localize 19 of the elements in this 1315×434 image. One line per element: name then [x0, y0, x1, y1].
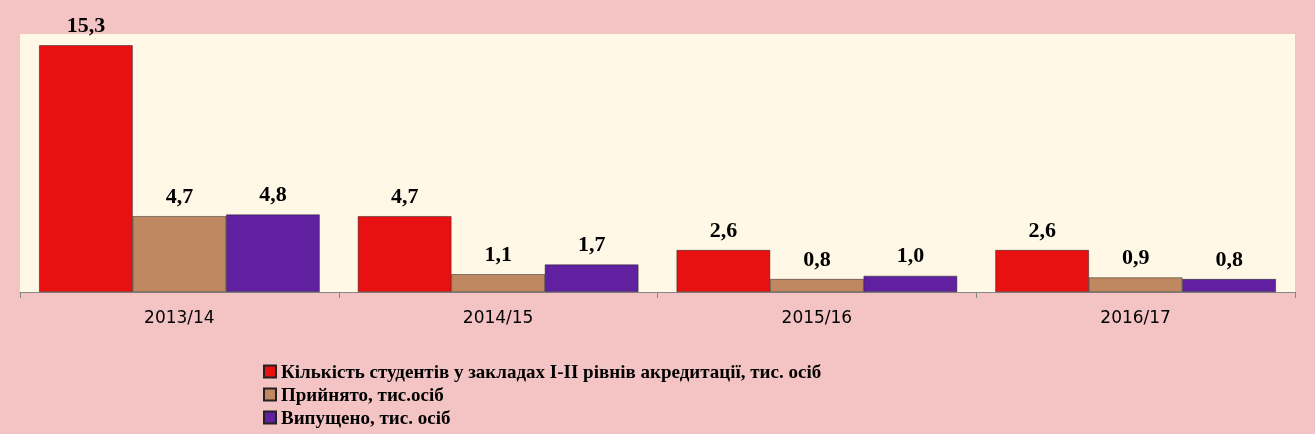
- data-label: 4,7: [165, 182, 194, 208]
- x-tick-label: 2016/17: [1100, 306, 1171, 327]
- data-label: 15,3: [66, 11, 106, 37]
- x-tick-label: 2013/14: [144, 306, 215, 327]
- data-label: 1,1: [484, 240, 512, 266]
- data-label: 4,8: [259, 181, 287, 207]
- data-label: 0,9: [1121, 243, 1150, 269]
- legend-label: Випущено, тис. осіб: [281, 407, 451, 428]
- data-label: 4,7: [390, 182, 419, 208]
- data-label: 1,7: [577, 231, 606, 257]
- data-label: 2,6: [709, 216, 738, 242]
- legend-label: Кількість студентів у закладах І-ІІ рівнів акредитації, тис. осіб: [281, 361, 822, 382]
- data-label: 2,6: [1028, 216, 1056, 242]
- data-label: 1,0: [896, 242, 925, 268]
- data-label: 0,8: [1215, 245, 1243, 271]
- data-label: 0,8: [803, 245, 831, 271]
- legend-label: Прийнято, тис.осіб: [281, 384, 444, 405]
- x-tick-label: 2014/15: [462, 306, 534, 327]
- x-tick-label: 2015/16: [781, 306, 853, 327]
